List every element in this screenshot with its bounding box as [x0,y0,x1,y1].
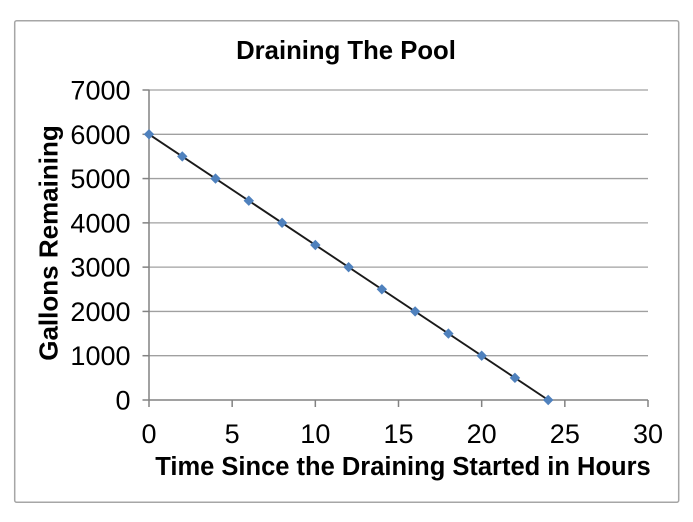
svg-text:20: 20 [467,419,497,449]
svg-text:6000: 6000 [70,120,130,150]
svg-text:Draining The Pool: Draining The Pool [236,37,456,65]
svg-text:1000: 1000 [70,341,130,371]
svg-text:7000: 7000 [70,76,130,106]
svg-text:Time Since the Draining Starte: Time Since the Draining Started in Hours [155,453,650,481]
svg-text:4000: 4000 [70,208,130,238]
svg-text:15: 15 [383,419,413,449]
svg-text:3000: 3000 [70,253,130,283]
svg-text:30: 30 [633,419,663,449]
svg-text:0: 0 [115,386,130,416]
svg-text:Gallons Remaining: Gallons Remaining [34,125,64,361]
svg-text:5000: 5000 [70,164,130,194]
svg-text:25: 25 [550,419,580,449]
svg-text:0: 0 [141,419,156,449]
svg-text:10: 10 [300,419,330,449]
svg-text:2000: 2000 [70,297,130,327]
svg-text:5: 5 [225,419,240,449]
